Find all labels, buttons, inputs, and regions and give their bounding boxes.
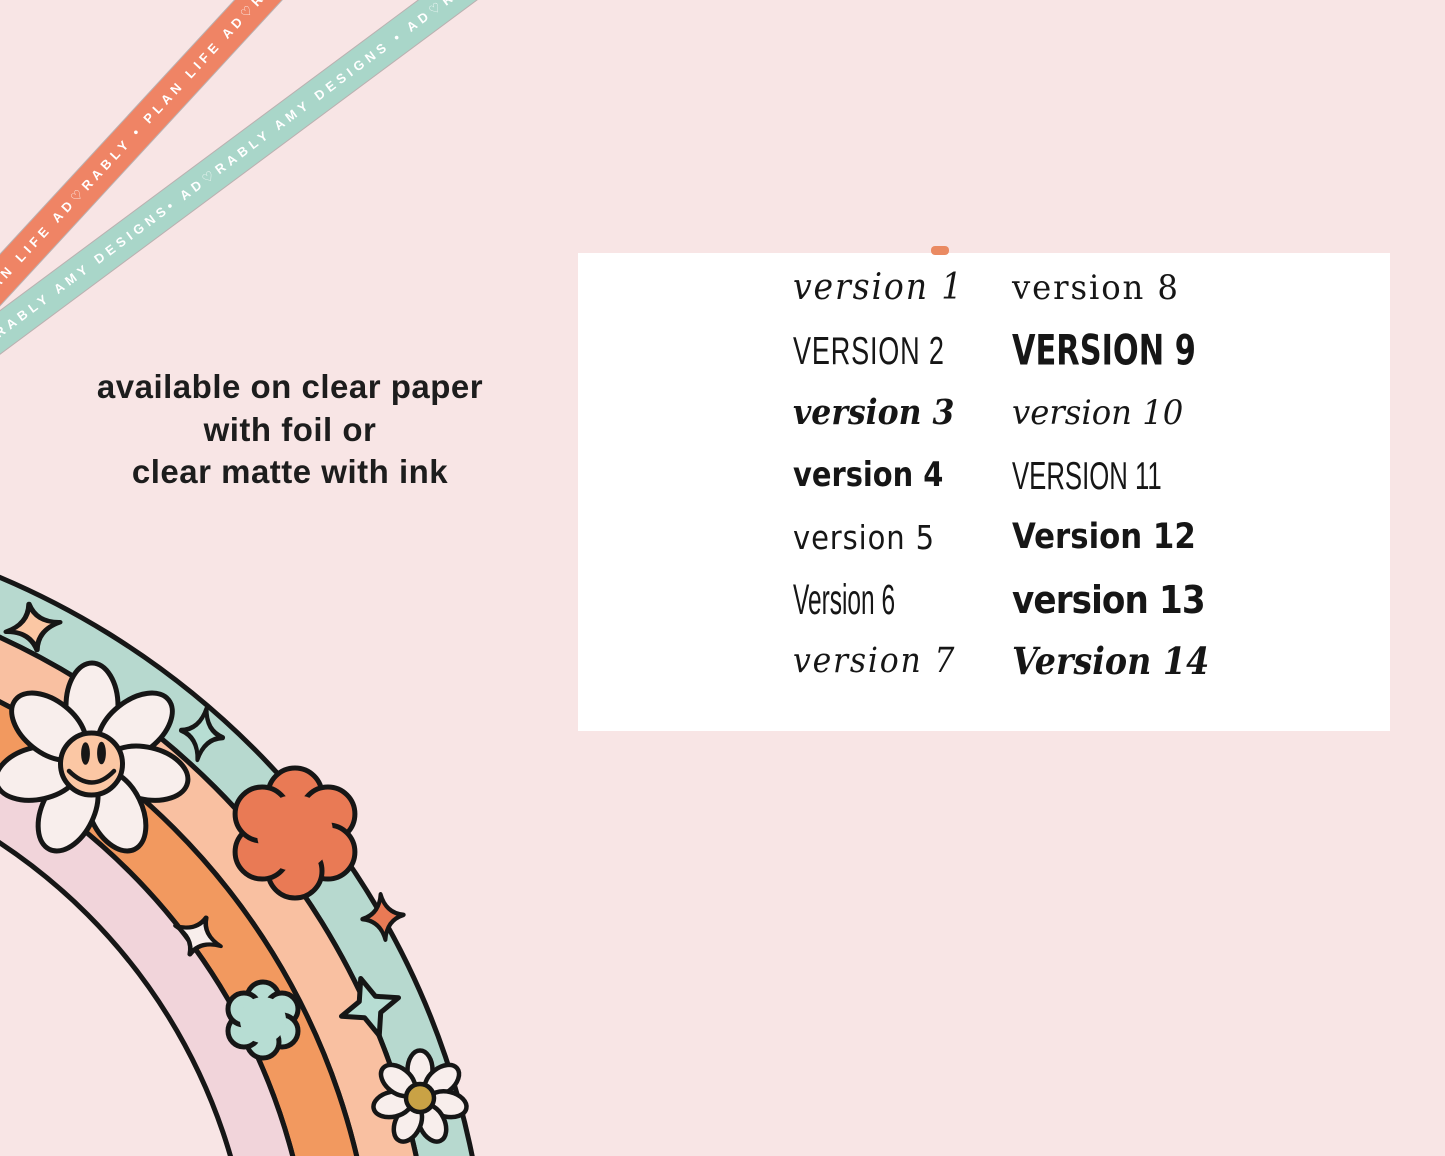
font-versions-panel: version 1 VERSION 2 version 3 version 4 … <box>578 253 1390 731</box>
smiley-eye-left <box>81 742 90 765</box>
coral-flower <box>232 765 358 901</box>
gold-daisy <box>371 1048 469 1144</box>
version-label-4: version 4 <box>793 455 944 496</box>
versions-column-left: version 1 VERSION 2 version 3 version 4 … <box>793 257 979 693</box>
smiley-eye-right <box>97 741 106 765</box>
version-label-10: version 10 <box>1012 392 1184 433</box>
version-label-7: version 7 <box>793 641 957 682</box>
version-label-2: VERSION 2 <box>793 328 945 373</box>
version-label-6: Version 6 <box>793 575 896 624</box>
smiley-mouth <box>66 768 117 785</box>
version-label-11: VERSION 11 <box>1012 453 1162 497</box>
accent-mark <box>931 246 949 255</box>
tagline-line-3: clear matte with ink <box>131 453 449 490</box>
version-label-13: version 13 <box>1012 577 1206 622</box>
version-label-8: version 8 <box>1012 268 1180 309</box>
version-label-1: version 1 <box>793 267 965 309</box>
tagline-line-2: with foil or <box>203 410 377 448</box>
teal-flower <box>225 979 301 1061</box>
tagline: available on clear paper with foil or cl… <box>20 366 560 494</box>
coral-flower-center <box>257 795 333 871</box>
sparkle-white-icon <box>173 915 223 957</box>
sparkle-peach-icon <box>3 601 63 653</box>
versions-column-right: version 8 VERSION 9 version 10 VERSION 1… <box>1012 257 1242 693</box>
rainbow-band-pink <box>0 769 296 1156</box>
tagline-line-1: available on clear paper <box>96 368 484 405</box>
version-label-9: VERSION 9 <box>1012 326 1196 375</box>
teal-flower-center <box>240 997 286 1043</box>
version-label-3: version 3 <box>793 392 955 434</box>
gold-daisy-center <box>403 1081 437 1115</box>
sparkle-teal-icon <box>178 705 226 763</box>
version-label-12: Version 12 <box>1012 516 1196 557</box>
smiley-face <box>58 730 125 798</box>
sparkle-coral-icon <box>360 892 406 942</box>
version-label-14: Version 14 <box>1012 639 1210 684</box>
version-label-5: version 5 <box>793 517 935 557</box>
smiley-daisy <box>0 660 191 854</box>
star-teal-icon <box>338 975 402 1039</box>
